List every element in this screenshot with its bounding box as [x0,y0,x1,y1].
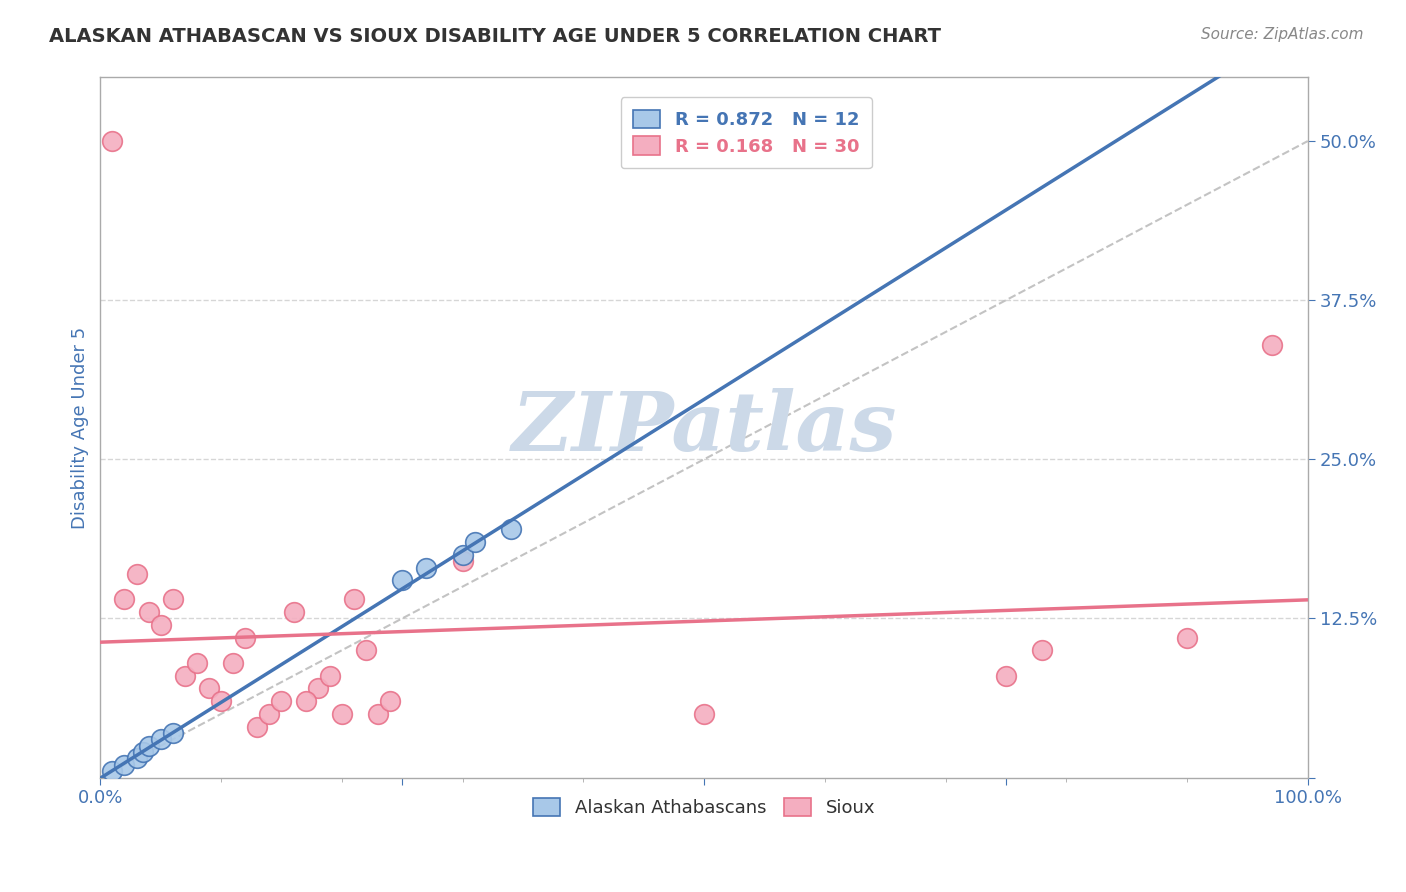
Point [1031,643,1053,657]
Point [173,669,195,683]
Point [233,631,256,645]
Point [1260,338,1282,352]
Point [259,706,281,721]
Point [343,592,366,607]
Point [1175,631,1198,645]
Point [101,134,124,148]
Point [114,757,136,772]
Point [138,605,160,619]
Point [149,617,172,632]
Point [994,669,1017,683]
Point [499,522,522,536]
Point [415,560,437,574]
Point [294,694,316,708]
Point [198,681,221,696]
Text: ALASKAN ATHABASCAN VS SIOUX DISABILITY AGE UNDER 5 CORRELATION CHART: ALASKAN ATHABASCAN VS SIOUX DISABILITY A… [49,27,941,45]
Y-axis label: Disability Age Under 5: Disability Age Under 5 [72,326,89,529]
Point [186,656,208,670]
Point [270,694,292,708]
Point [209,694,232,708]
Point [114,592,136,607]
Point [354,643,377,657]
Legend: Alaskan Athabascans, Sioux: Alaskan Athabascans, Sioux [526,790,883,824]
Point [125,751,148,765]
Text: ZIPatlas: ZIPatlas [512,387,897,467]
Text: Source: ZipAtlas.com: Source: ZipAtlas.com [1201,27,1364,42]
Point [101,764,124,779]
Point [222,656,245,670]
Point [693,706,716,721]
Point [138,739,160,753]
Point [307,681,329,696]
Point [378,694,401,708]
Point [319,669,342,683]
Point [131,745,153,759]
Point [451,548,474,562]
Point [391,574,413,588]
Point [246,720,269,734]
Point [330,706,353,721]
Point [162,592,184,607]
Point [464,535,486,549]
Point [283,605,305,619]
Point [451,554,474,568]
Point [125,566,148,581]
Point [162,726,184,740]
Point [367,706,389,721]
Point [149,732,172,747]
